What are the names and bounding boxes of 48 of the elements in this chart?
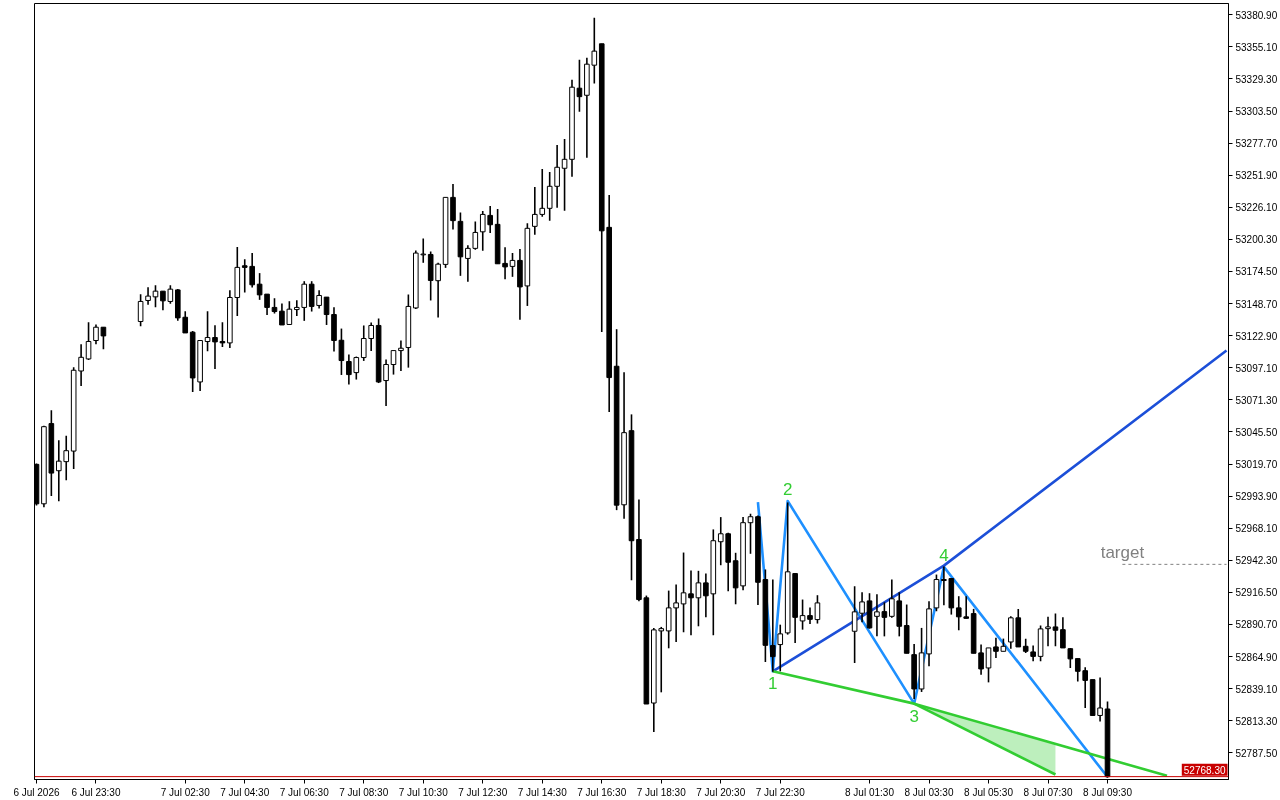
y-tick-label: 53303.50 (1235, 106, 1278, 118)
ref-line-label: 52768.30 (1183, 764, 1226, 776)
x-tick-label: 7 Jul 10:30 (398, 786, 449, 798)
y-tick-label: 53045.50 (1235, 426, 1278, 438)
series-label: target (1100, 543, 1145, 563)
y-tick-label: 53277.70 (1235, 138, 1278, 150)
x-tick-label: 7 Jul 12:30 (458, 786, 508, 798)
y-tick-label: 52968.10 (1235, 523, 1278, 535)
annotation: 1 (768, 674, 778, 694)
y-tick-label: 53380.90 (1235, 9, 1278, 21)
y-tick-label: 53251.90 (1235, 170, 1278, 182)
annotation: 3 (909, 706, 919, 726)
y-tick-label: 53148.70 (1235, 298, 1278, 310)
x-tick-label: 8 Jul 07:30 (1023, 786, 1073, 798)
x-tick-label: 8 Jul 03:30 (904, 786, 954, 798)
y-tick-label: 52993.90 (1235, 491, 1278, 503)
y-tick-label: 52813.30 (1235, 715, 1278, 727)
x-tick-label: 6 Jul 23:30 (71, 786, 121, 798)
y-tick-label: 53355.10 (1235, 41, 1278, 53)
x-tick-label: 7 Jul 08:30 (339, 786, 389, 798)
y-tick-label: 52839.10 (1235, 683, 1278, 695)
x-tick-label: 7 Jul 22:30 (755, 786, 806, 798)
y-tick-label: 53174.50 (1235, 266, 1278, 278)
y-tick-label: 52864.90 (1235, 651, 1278, 663)
x-tick-label: 7 Jul 18:30 (636, 786, 687, 798)
x-tick-label: 8 Jul 09:30 (1083, 786, 1133, 798)
y-tick-label: 53226.10 (1235, 202, 1278, 214)
x-tick-label: 7 Jul 06:30 (279, 786, 330, 798)
y-tick-label: 53329.30 (1235, 73, 1278, 85)
y-tick-label: 53097.10 (1235, 362, 1278, 374)
x-tick-label: 6 Jul 2026 (13, 786, 60, 798)
y-tick-label: 52787.50 (1235, 747, 1278, 759)
annotation: 2 (782, 479, 793, 499)
y-tick-label: 52916.50 (1235, 587, 1278, 599)
x-tick-label: 7 Jul 14:30 (517, 786, 568, 798)
y-tick-label: 52890.70 (1235, 619, 1278, 631)
y-tick-label: 52942.30 (1235, 555, 1278, 567)
x-tick-label: 7 Jul 02:30 (160, 786, 211, 798)
y-tick-label: 53071.30 (1235, 394, 1278, 406)
y-tick-label: 53200.30 (1235, 234, 1278, 246)
x-tick-label: 7 Jul 16:30 (577, 786, 627, 798)
x-tick-label: 7 Jul 20:30 (696, 786, 746, 798)
x-tick-label: 8 Jul 05:30 (964, 786, 1014, 798)
annotation: 4 (939, 545, 949, 565)
y-tick-label: 53122.90 (1235, 330, 1278, 342)
x-tick-label: 7 Jul 04:30 (220, 786, 270, 798)
y-tick-label: 53019.70 (1235, 459, 1278, 470)
x-tick-label: 8 Jul 01:30 (845, 786, 895, 798)
